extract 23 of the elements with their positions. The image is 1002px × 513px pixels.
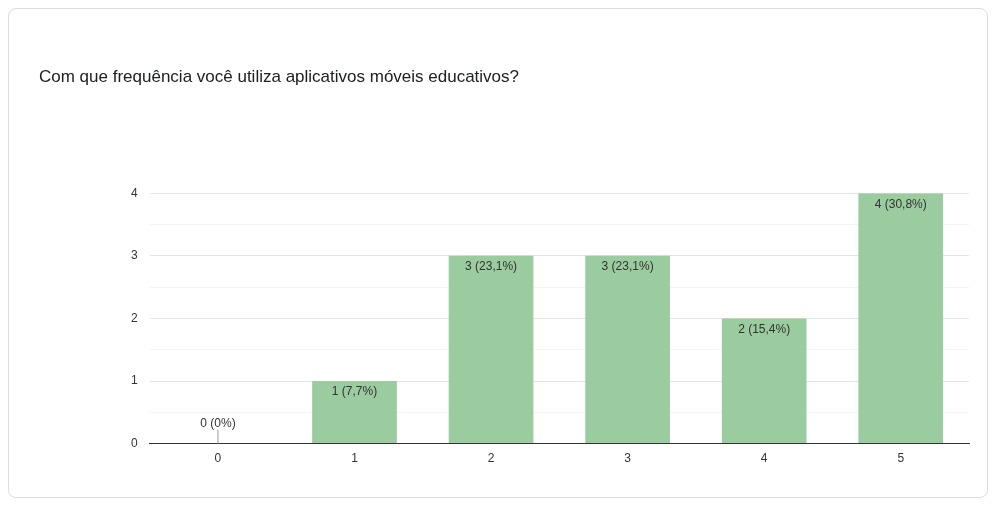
y-tick-label: 0 [130, 435, 138, 450]
y-tick-label: 3 [130, 248, 138, 263]
x-tick-label: 1 [351, 451, 359, 466]
y-tick-label: 1 [130, 373, 138, 388]
x-tick-label: 3 [624, 451, 632, 466]
data-label: 3 (23,1%) [465, 259, 518, 274]
data-label: 3 (23,1%) [601, 259, 654, 274]
y-tick-label: 2 [130, 310, 138, 325]
bar [312, 381, 397, 444]
chart-title: Com que frequência você utiliza aplicativos móveis educativos? [39, 67, 520, 87]
x-tick-label: 2 [487, 451, 495, 466]
bar [858, 193, 944, 444]
y-tick-label: 4 [130, 185, 138, 200]
data-label: 1 (7,7%) [331, 384, 378, 399]
x-tick-label: 0 [214, 451, 222, 466]
bar [721, 318, 807, 444]
data-label: 0 (0%) [200, 415, 236, 430]
data-label: 2 (15,4%) [738, 321, 791, 336]
bar [585, 255, 670, 444]
bar [448, 255, 534, 444]
x-tick-label: 5 [897, 451, 905, 466]
x-tick-label: 4 [760, 451, 768, 466]
data-label: 4 (30,8%) [874, 196, 927, 211]
